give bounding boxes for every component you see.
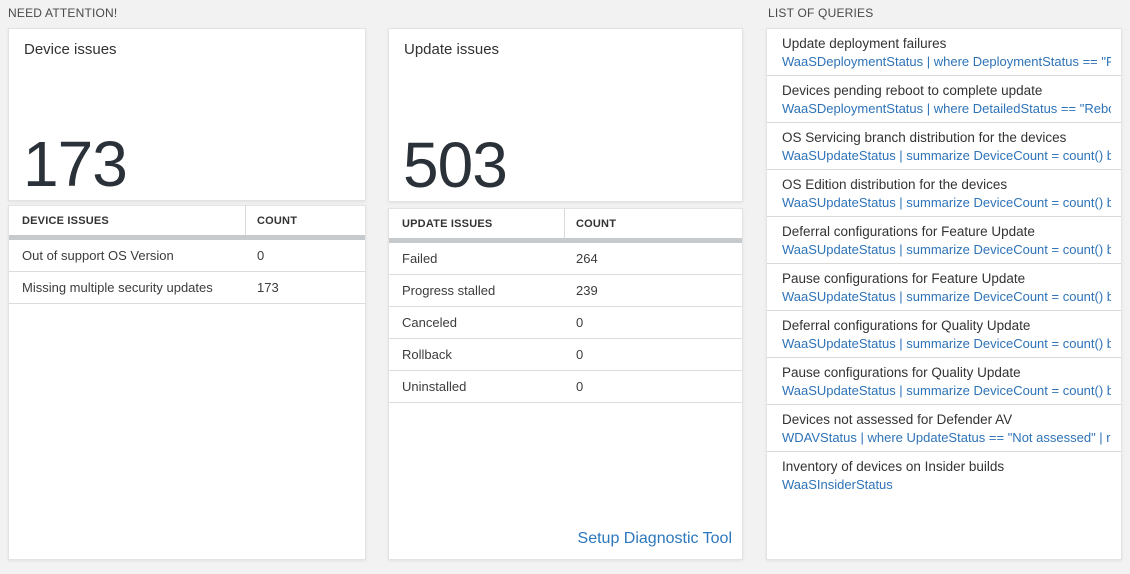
row-issue-label: Rollback <box>402 347 452 362</box>
table-header-divider <box>389 238 742 243</box>
row-count-value: 0 <box>576 347 584 362</box>
query-title: Inventory of devices on Insider builds <box>782 459 1005 474</box>
update-issues-table-body: Failed 264 Progress stalled 239 Canceled… <box>389 243 742 403</box>
table-row[interactable]: Uninstalled 0 <box>389 371 742 403</box>
row-issue-label: Progress stalled <box>402 283 496 298</box>
device-issues-table-header: DEVICE ISSUES COUNT <box>9 206 365 235</box>
query-text-link: WaaSUpdateStatus | summarize DeviceCount… <box>782 289 1111 304</box>
row-count-value: 0 <box>257 248 265 263</box>
query-text-link: WaaSDeploymentStatus | where DeploymentS… <box>782 54 1111 69</box>
query-list-item[interactable]: Pause configurations for Quality Update … <box>767 358 1121 405</box>
query-list-item[interactable]: OS Servicing branch distribution for the… <box>767 123 1121 170</box>
device-issues-header-count: COUNT <box>257 214 298 227</box>
device-issues-table: DEVICE ISSUES COUNT Out of support OS Ve… <box>8 205 366 560</box>
row-count-value: 173 <box>257 280 279 295</box>
query-list-item[interactable]: Devices pending reboot to complete updat… <box>767 76 1121 123</box>
query-text-link: WDAVStatus | where UpdateStatus == "Not … <box>782 430 1111 445</box>
update-issues-table: UPDATE ISSUES COUNT Failed 264 Progress … <box>388 208 743 560</box>
device-issues-table-body: Out of support OS Version 0 Missing mult… <box>9 240 365 304</box>
update-issues-table-header: UPDATE ISSUES COUNT <box>389 209 742 238</box>
list-of-queries-panel: Update deployment failures WaaSDeploymen… <box>766 28 1122 560</box>
row-count-value: 264 <box>576 251 598 266</box>
update-issues-header-count: COUNT <box>576 217 617 230</box>
list-of-queries-section-label: LIST OF QUERIES <box>768 6 874 20</box>
query-text-link: WaaSUpdateStatus | summarize DeviceCount… <box>782 383 1111 398</box>
device-issues-header-issue: DEVICE ISSUES <box>9 206 246 235</box>
query-title: Pause configurations for Feature Update <box>782 271 1026 286</box>
device-issues-count: 173 <box>23 128 128 200</box>
query-title: Deferral configurations for Feature Upda… <box>782 224 1035 239</box>
query-title: Deferral configurations for Quality Upda… <box>782 318 1031 333</box>
query-title: OS Servicing branch distribution for the… <box>782 130 1067 145</box>
query-list-item[interactable]: Deferral configurations for Quality Upda… <box>767 311 1121 358</box>
query-text-link: WaaSUpdateStatus | summarize DeviceCount… <box>782 195 1111 210</box>
query-list-item[interactable]: Pause configurations for Feature Update … <box>767 264 1121 311</box>
update-issues-tile[interactable]: Update issues 503 <box>388 28 743 202</box>
row-issue-label: Out of support OS Version <box>22 248 174 263</box>
query-list-item[interactable]: Devices not assessed for Defender AV WDA… <box>767 405 1121 452</box>
query-text-link: WaaSInsiderStatus <box>782 477 893 492</box>
table-row[interactable]: Failed 264 <box>389 243 742 275</box>
query-list-item[interactable]: OS Edition distribution for the devices … <box>767 170 1121 217</box>
table-row[interactable]: Out of support OS Version 0 <box>9 240 365 272</box>
query-list: Update deployment failures WaaSDeploymen… <box>767 29 1121 499</box>
device-issues-tile[interactable]: Device issues 173 <box>8 28 366 201</box>
query-title: OS Edition distribution for the devices <box>782 177 1008 192</box>
query-title: Pause configurations for Quality Update <box>782 365 1021 380</box>
query-title: Devices not assessed for Defender AV <box>782 412 1013 427</box>
query-list-item[interactable]: Update deployment failures WaaSDeploymen… <box>767 29 1121 76</box>
table-row[interactable]: Missing multiple security updates 173 <box>9 272 365 304</box>
row-issue-label: Failed <box>402 251 438 266</box>
table-row[interactable]: Rollback 0 <box>389 339 742 371</box>
update-issues-count: 503 <box>403 129 508 201</box>
table-row[interactable]: Canceled 0 <box>389 307 742 339</box>
query-title: Update deployment failures <box>782 36 947 51</box>
update-issues-header-issue: UPDATE ISSUES <box>389 209 565 238</box>
row-count-value: 0 <box>576 379 584 394</box>
query-title: Devices pending reboot to complete updat… <box>782 83 1043 98</box>
query-text-link: WaaSUpdateStatus | summarize DeviceCount… <box>782 336 1111 351</box>
query-list-item[interactable]: Inventory of devices on Insider builds W… <box>767 452 1121 499</box>
query-text-link: WaaSDeploymentStatus | where DetailedSta… <box>782 101 1111 116</box>
table-row[interactable]: Progress stalled 239 <box>389 275 742 307</box>
row-issue-label: Canceled <box>402 315 457 330</box>
query-list-item[interactable]: Deferral configurations for Feature Upda… <box>767 217 1121 264</box>
query-text-link: WaaSUpdateStatus | summarize DeviceCount… <box>782 148 1111 163</box>
need-attention-section-label: NEED ATTENTION! <box>8 6 118 20</box>
row-count-value: 0 <box>576 315 584 330</box>
setup-diagnostic-tool-link[interactable]: Setup Diagnostic Tool <box>577 530 732 547</box>
query-text-link: WaaSUpdateStatus | summarize DeviceCount… <box>782 242 1111 257</box>
row-issue-label: Uninstalled <box>402 379 467 394</box>
row-count-value: 239 <box>576 283 598 298</box>
update-issues-title: Update issues <box>404 41 500 58</box>
table-header-divider <box>9 235 365 240</box>
row-issue-label: Missing multiple security updates <box>22 280 213 295</box>
device-issues-title: Device issues <box>24 41 117 58</box>
